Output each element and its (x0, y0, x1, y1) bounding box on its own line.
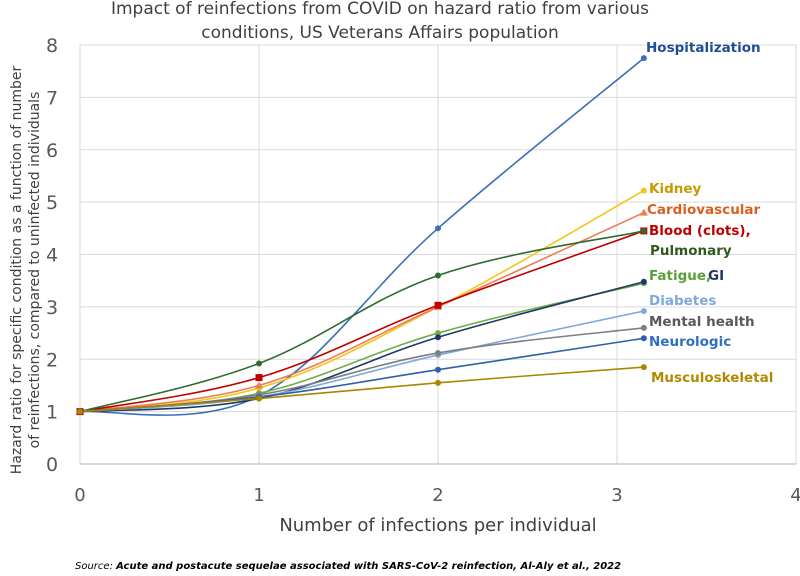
series-label: Pulmonary (650, 243, 732, 259)
data-point (639, 208, 648, 216)
y-tick-label: 6 (46, 140, 58, 162)
series-line-neurologic (79, 337, 644, 413)
source-note: Source: Acute and postacute sequelae ass… (75, 561, 621, 572)
data-point (640, 324, 647, 331)
chart-title-line-2: conditions, US Veterans Affairs populati… (201, 23, 559, 43)
data-point (435, 366, 441, 373)
series-line-gi (79, 280, 645, 413)
data-point (640, 227, 647, 234)
series-label: Cardiovascular (647, 202, 761, 218)
y-tick-label: 3 (46, 297, 58, 319)
series-label: Hospitalization (646, 40, 761, 56)
data-point (256, 395, 262, 402)
x-tick-label: 3 (611, 485, 622, 506)
y-axis-label-line-1: Hazard ratio for specific condition as a… (9, 66, 25, 475)
y-tick-label: 0 (46, 454, 58, 476)
data-point (640, 278, 647, 285)
data-point (435, 334, 441, 341)
y-tick-label: 7 (46, 87, 58, 109)
series-line-diabetes (79, 310, 645, 413)
y-tick-label: 5 (46, 192, 58, 214)
data-point (255, 374, 263, 382)
data-point (640, 335, 647, 342)
series-line-hospitalization (79, 57, 645, 416)
data-point (640, 187, 647, 194)
series-label: Fatigue, (649, 268, 711, 284)
series-line-pulmonary (79, 230, 645, 413)
series-label: Mental health (649, 314, 755, 330)
series-lines (79, 57, 645, 416)
data-point (435, 272, 441, 279)
series-markers (76, 55, 648, 416)
series-label: Neurologic (649, 334, 731, 350)
data-point (256, 360, 262, 367)
data-point (640, 364, 647, 371)
data-point (255, 381, 263, 389)
data-point (640, 308, 647, 315)
y-axis-label-group: Hazard ratio for specific condition as a… (9, 66, 43, 475)
series-line-blood-clots (79, 230, 645, 413)
y-tick-label: 1 (46, 402, 58, 424)
x-tick-label: 4 (790, 485, 800, 506)
source-prefix: Source: (75, 561, 117, 572)
y-tick-label: 4 (46, 245, 58, 267)
series-label: Blood (clots), (649, 223, 751, 239)
data-point (435, 330, 441, 337)
y-axis-label-line-2: of reinfections, compared to uninfected … (27, 92, 43, 449)
series-labels: Hospitalization Kidney Cardiovascular Blood… (646, 40, 773, 386)
series-label: Kidney (649, 181, 702, 197)
series-label: GI (708, 268, 724, 284)
gridlines (79, 44, 797, 465)
tick-labels: 0 1 2 3 4 5 6 7 8 0 1 2 3 4 (46, 35, 800, 506)
data-point (640, 55, 647, 62)
x-axis-label: Number of infections per individual (279, 515, 596, 536)
source-citation: Acute and postacute sequelae associated … (116, 561, 622, 572)
y-tick-label: 8 (46, 35, 58, 57)
series-line-musculoskeletal (79, 366, 644, 413)
series-line-cardiovascular (79, 211, 645, 413)
x-tick-label: 1 (253, 485, 264, 506)
y-tick-label: 2 (46, 349, 58, 371)
data-point (435, 379, 441, 386)
x-tick-label: 0 (74, 485, 85, 506)
data-point (77, 408, 83, 415)
series-line-kidney (79, 189, 645, 413)
chart-title-line-1: Impact of reinfections from COVID on haz… (110, 0, 649, 19)
series-label: Diabetes (649, 293, 716, 309)
data-point (434, 301, 442, 309)
series-label: Musculoskeletal (651, 370, 773, 386)
data-point (435, 225, 441, 232)
x-tick-label: 2 (432, 485, 443, 506)
data-point (435, 349, 441, 356)
